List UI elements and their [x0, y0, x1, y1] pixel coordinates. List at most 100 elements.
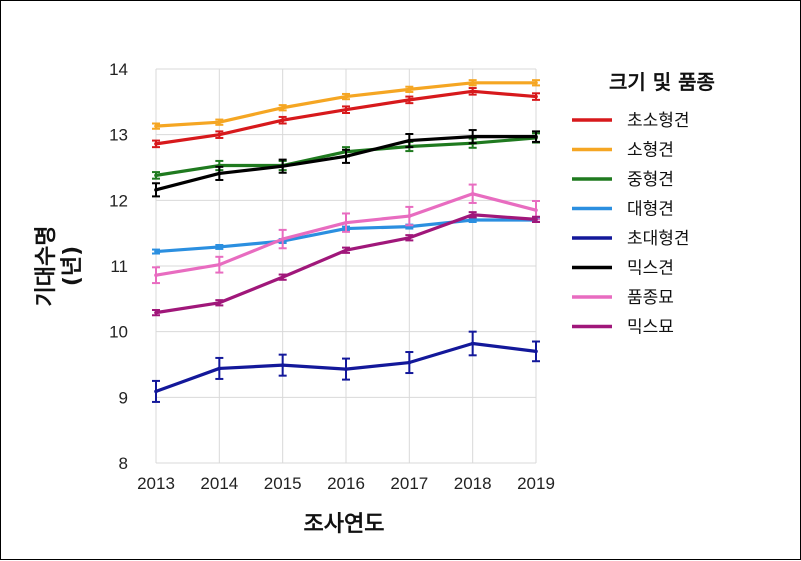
error-bar [468, 330, 477, 357]
data-point [280, 237, 285, 241]
y-axis-title-line1: 기대수명 [34, 226, 59, 307]
y-tick-label: 8 [119, 454, 128, 473]
data-point [344, 367, 348, 371]
data-point [407, 98, 412, 102]
data-point [344, 94, 348, 99]
error-bar [405, 205, 414, 227]
series-layer [152, 79, 540, 403]
data-point [470, 191, 475, 196]
legend-item: 믹스견 [572, 259, 674, 279]
legend-label: 믹스견 [627, 259, 674, 279]
error-bar [405, 133, 414, 149]
error-bar [152, 139, 160, 149]
y-tick-label: 11 [110, 257, 128, 276]
legend-item: 초대형견 [572, 229, 690, 249]
error-bar [152, 379, 160, 403]
data-point [154, 124, 158, 128]
error-bar [215, 118, 224, 126]
legend-item: 믹스묘 [572, 318, 674, 338]
error-bar [532, 215, 540, 224]
data-point [154, 142, 158, 146]
data-point [534, 217, 538, 222]
error-bar [342, 105, 350, 114]
y-tick-label: 10 [109, 323, 128, 342]
data-point [534, 94, 538, 99]
data-point [407, 214, 412, 218]
error-bar [468, 183, 477, 204]
data-point [154, 173, 158, 178]
data-point [470, 89, 475, 94]
y-axis-title: 기대수명 (년) [34, 226, 85, 307]
legend-item: 대형견 [572, 200, 674, 220]
legend-item: 중형견 [572, 170, 674, 190]
error-bar [215, 255, 224, 274]
legend-label: 대형견 [627, 200, 674, 220]
y-tick-label: 14 [109, 60, 128, 79]
data-point [280, 275, 285, 279]
error-bar [468, 79, 477, 87]
data-point [470, 80, 475, 85]
data-point [534, 208, 538, 212]
error-bar [278, 273, 287, 281]
data-point [344, 154, 348, 159]
error-bar [405, 95, 414, 105]
error-bar [152, 248, 160, 255]
data-point [217, 120, 222, 124]
error-bar [278, 158, 287, 174]
series-1 [152, 87, 540, 149]
data-point [217, 366, 222, 371]
error-bar [215, 356, 224, 380]
legend-label: 초소형견 [627, 111, 690, 131]
error-bar [152, 171, 160, 180]
data-point [154, 249, 158, 254]
data-point [470, 218, 475, 222]
error-bar [342, 357, 350, 381]
y-tick-label: 9 [119, 388, 128, 407]
error-bar [215, 299, 224, 307]
data-point [407, 360, 412, 365]
data-point [344, 248, 348, 253]
error-bar [278, 115, 287, 125]
data-point [217, 262, 222, 267]
legend-label: 소형견 [627, 141, 674, 161]
x-tick-label: 2014 [200, 474, 238, 493]
data-point [470, 212, 475, 217]
error-bar [405, 234, 414, 242]
error-bar [215, 243, 224, 250]
data-point [217, 300, 222, 305]
data-point [217, 132, 222, 137]
legend-title: 크기 및 품종 [609, 70, 715, 94]
data-point [154, 188, 158, 192]
data-point [534, 349, 538, 354]
error-bar [152, 122, 160, 130]
x-tick-labels: 2013 2014 2015 2016 2017 2018 2019 [137, 474, 555, 493]
series-6 [152, 129, 540, 198]
legend-label: 초대형견 [627, 229, 690, 249]
data-point [217, 171, 222, 176]
error-bar [468, 87, 477, 96]
data-point [217, 245, 222, 249]
data-point [407, 235, 412, 240]
data-point [344, 220, 348, 225]
legend-label: 믹스묘 [627, 318, 674, 338]
data-point [534, 134, 538, 139]
data-point [154, 273, 158, 277]
error-bar [278, 104, 287, 112]
x-tick-label: 2018 [454, 474, 492, 493]
data-point [280, 363, 285, 367]
error-bar [405, 85, 414, 93]
error-bar [468, 211, 477, 219]
error-bar [532, 92, 540, 101]
error-bar [468, 129, 477, 145]
y-tick-label: 13 [109, 126, 128, 145]
error-bar [215, 165, 224, 181]
data-point [407, 138, 412, 143]
series-2 [152, 79, 540, 130]
data-point [534, 80, 538, 85]
error-bar [342, 246, 350, 254]
error-bar [342, 212, 350, 233]
y-axis-title-line2: (년) [60, 246, 85, 286]
legend-item: 초소형견 [572, 111, 690, 131]
